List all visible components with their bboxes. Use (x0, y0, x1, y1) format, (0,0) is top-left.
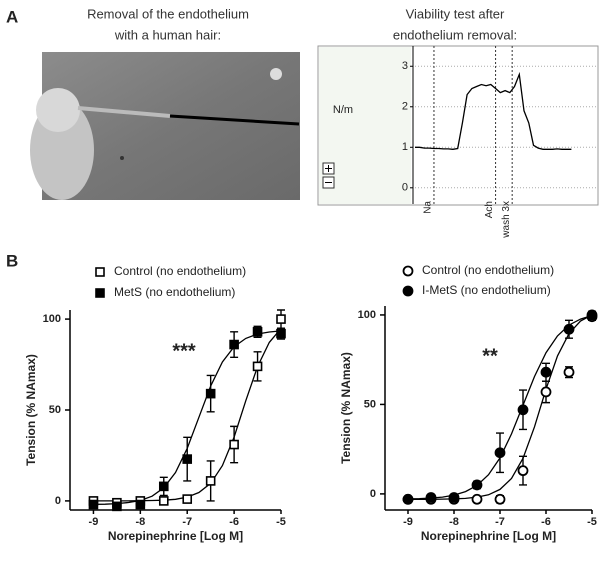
marker (517, 404, 529, 416)
y-tick-label: 0 (370, 488, 376, 500)
event-label: Ach (484, 201, 495, 218)
marker (276, 328, 286, 339)
marker (448, 492, 460, 503)
fit-curve (408, 314, 593, 500)
x-tick-label: -7 (182, 516, 192, 528)
y-axis-label: Tension (% NAmax) (339, 352, 353, 464)
x-tick-label: -7 (495, 516, 505, 528)
marker (494, 447, 506, 459)
trace-title: endothelium removal: (393, 27, 517, 42)
legend-label: MetS (no endothelium) (114, 285, 235, 299)
y-axis-label: N/m (333, 104, 353, 116)
marker (517, 465, 529, 477)
x-axis-label: Norepinephrine [Log M] (108, 529, 243, 543)
y-tick-label: 0 (55, 495, 61, 507)
panel-label: A (6, 7, 18, 26)
x-tick-label: -9 (403, 516, 413, 528)
event-label: wash 3x (501, 201, 512, 239)
legend-label: Control (no endothelium) (114, 264, 246, 278)
marker (158, 496, 169, 506)
photo-caption: Removal of the endothelium (87, 6, 249, 21)
legend-label: Control (no endothelium) (422, 263, 554, 277)
x-tick-label: -6 (229, 516, 239, 528)
y-tick-label: 100 (43, 313, 61, 325)
event-label: Na (423, 201, 434, 214)
marker (205, 476, 216, 486)
marker (135, 499, 146, 510)
y-axis-label: Tension (% NAmax) (24, 354, 38, 466)
marker (182, 454, 193, 464)
marker (540, 366, 552, 378)
legend-marker (402, 265, 414, 277)
marker (252, 361, 263, 372)
legend-marker (95, 288, 105, 298)
marker (229, 439, 239, 450)
zoom-in-icon (325, 165, 332, 172)
x-tick-label: -8 (135, 516, 145, 528)
trace-frame (317, 45, 599, 206)
trace-title: Viability test after (406, 6, 505, 21)
marker (563, 366, 575, 378)
trace-line (415, 71, 572, 150)
marker (540, 386, 552, 398)
y-tick-label: 50 (49, 404, 61, 416)
marker (563, 323, 575, 335)
marker (425, 492, 437, 503)
marker (586, 309, 598, 321)
marker (112, 501, 122, 512)
marker (276, 314, 286, 324)
y-tick-label: 2 (402, 101, 408, 113)
legend-marker (402, 285, 414, 297)
y-tick-label: 50 (364, 398, 376, 410)
y-tick-label: 0 (402, 182, 408, 194)
marker (402, 493, 414, 505)
panel-label: B (6, 251, 18, 270)
marker (88, 499, 99, 510)
y-tick-label: 100 (358, 309, 376, 321)
marker (229, 339, 239, 350)
marker (182, 494, 193, 504)
x-tick-label: -9 (89, 516, 99, 528)
marker (158, 481, 169, 492)
significance: ** (482, 345, 498, 367)
y-tick-label: 1 (402, 141, 408, 153)
x-axis-label: Norepinephrine [Log M] (421, 529, 556, 543)
x-tick-label: -6 (541, 516, 551, 528)
significance: *** (172, 340, 196, 362)
photo (30, 52, 300, 200)
marker (205, 388, 216, 399)
marker (494, 493, 506, 505)
marker (471, 493, 483, 505)
marker (471, 479, 483, 491)
legend-label: I-MetS (no endothelium) (422, 283, 551, 297)
x-tick-label: -5 (587, 516, 597, 528)
x-tick-label: -8 (449, 516, 459, 528)
x-tick-label: -5 (276, 516, 286, 528)
y-tick-label: 3 (402, 60, 408, 72)
legend-marker (95, 267, 105, 277)
photo-caption: with a human hair: (114, 27, 221, 42)
marker (252, 327, 263, 337)
